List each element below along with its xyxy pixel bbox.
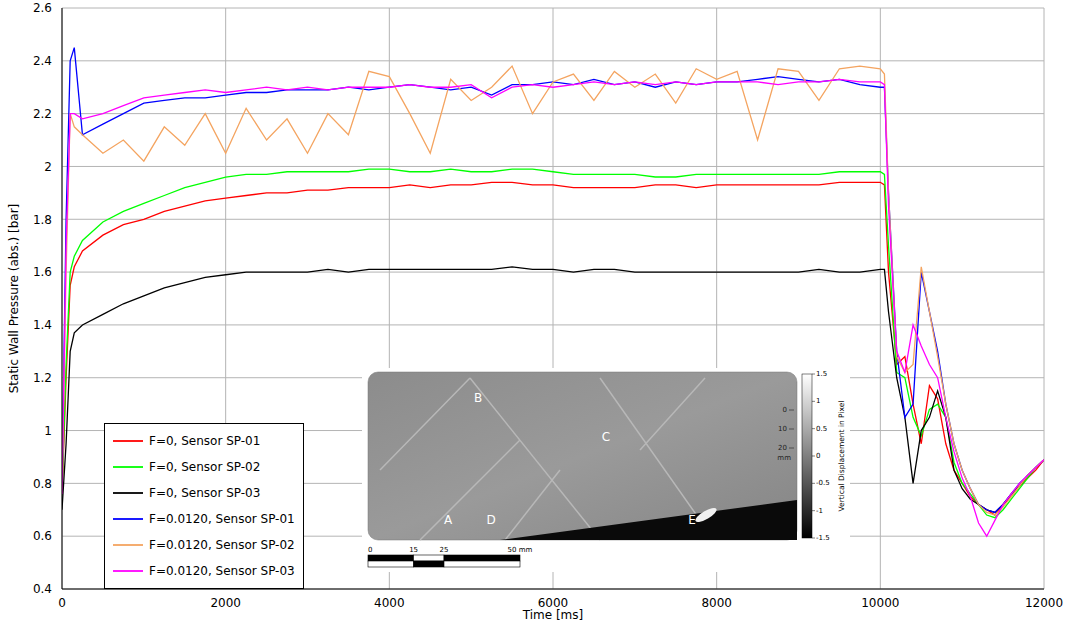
svg-text:0.4: 0.4	[33, 582, 52, 596]
svg-text:1.8: 1.8	[33, 213, 52, 227]
svg-text:0: 0	[58, 596, 66, 610]
html-text:F=0, Sensor SP-03: F=0, Sensor SP-03	[149, 486, 261, 500]
svg-text:8000: 8000	[701, 596, 732, 610]
svg-text:-0.5: -0.5	[816, 479, 830, 487]
svg-text:2.6: 2.6	[33, 1, 52, 15]
svg-text:12000: 12000	[1025, 596, 1063, 610]
svg-text:E: E	[688, 513, 696, 527]
html-text:F=0, Sensor SP-02: F=0, Sensor SP-02	[149, 460, 261, 474]
svg-text:C: C	[602, 430, 610, 444]
svg-text:6000: 6000	[537, 595, 569, 610]
svg-text:mm: mm	[777, 454, 791, 462]
svg-text:2: 2	[44, 160, 52, 174]
svg-text:20: 20	[778, 444, 787, 452]
svg-text:Vertical Displacement in Pixel: Vertical Displacement in Pixel	[837, 401, 846, 512]
svg-text:D: D	[486, 513, 495, 527]
svg-text:1.2: 1.2	[33, 371, 52, 385]
svg-text:2.2: 2.2	[33, 107, 52, 121]
svg-text:-1: -1	[816, 507, 823, 515]
svg-text:15: 15	[409, 546, 418, 554]
svg-text:0.5: 0.5	[816, 425, 827, 433]
svg-text:0: 0	[368, 546, 372, 554]
html-text:F=0.0120, Sensor SP-01: F=0.0120, Sensor SP-01	[149, 512, 295, 526]
svg-text:1.5: 1.5	[816, 370, 827, 378]
svg-text:1: 1	[816, 397, 820, 405]
svg-text:1.6: 1.6	[33, 265, 52, 279]
svg-text:B: B	[474, 391, 482, 405]
svg-text:0.8: 0.8	[33, 477, 52, 491]
svg-text:Static Wall Pressure (abs.) [b: Static Wall Pressure (abs.) [bar]	[7, 204, 21, 394]
html-text:F=0.0120, Sensor SP-02: F=0.0120, Sensor SP-02	[149, 538, 295, 552]
svg-text:1: 1	[44, 424, 52, 438]
svg-text:10000: 10000	[861, 596, 899, 610]
svg-text:2000: 2000	[210, 596, 241, 610]
svg-text:2.4: 2.4	[33, 54, 52, 68]
svg-text:1.4: 1.4	[33, 318, 52, 332]
html-text:F=0, Sensor SP-01: F=0, Sensor SP-01	[149, 434, 261, 448]
svg-text:0.6: 0.6	[33, 529, 52, 543]
html-text:F=0.0120, Sensor SP-03: F=0.0120, Sensor SP-03	[149, 564, 295, 578]
svg-text:25: 25	[440, 546, 449, 554]
svg-text:10: 10	[778, 425, 787, 433]
svg-text:0: 0	[816, 452, 820, 460]
svg-text:0: 0	[783, 406, 787, 414]
svg-text:A: A	[444, 513, 453, 527]
svg-text:4000: 4000	[374, 596, 405, 610]
svg-text:50 mm: 50 mm	[508, 546, 533, 554]
svg-text:-1.5: -1.5	[816, 534, 830, 542]
svg-text:Time [ms]: Time [ms]	[522, 608, 584, 621]
